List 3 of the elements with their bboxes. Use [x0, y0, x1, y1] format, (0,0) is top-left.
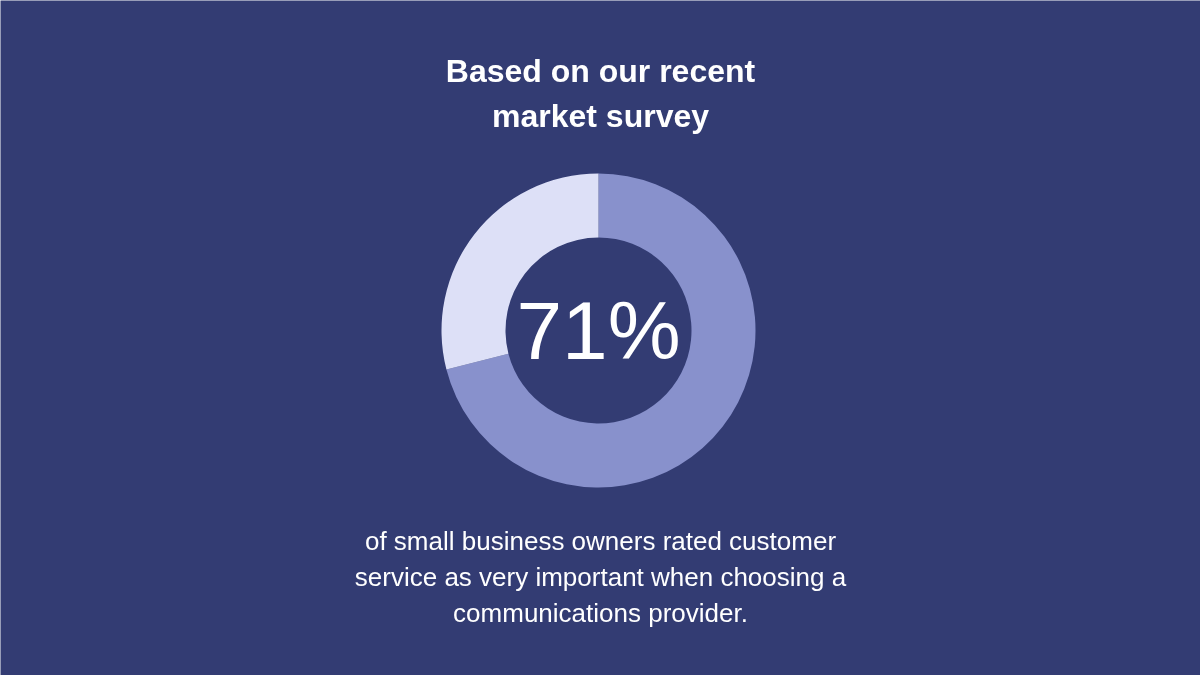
chart-title: Based on our recent market survey — [445, 52, 756, 134]
text: of small business owners rated customer service as very important when choosing a communications provider. — [354, 525, 847, 628]
text: 71% — [516, 285, 681, 376]
